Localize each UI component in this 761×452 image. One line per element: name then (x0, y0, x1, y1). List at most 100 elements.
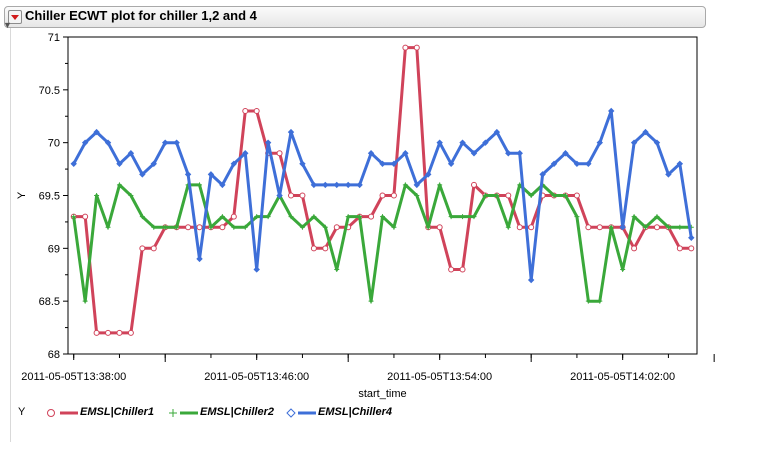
outline-guide-line (10, 28, 11, 442)
data-point (676, 160, 684, 168)
data-point (219, 224, 226, 231)
data-point (585, 224, 592, 231)
data-point (264, 139, 272, 146)
data-point (585, 160, 592, 168)
x-tick-label: 2011-05-05T14:02:00 (570, 371, 675, 383)
data-point (230, 160, 238, 168)
data-point (162, 139, 169, 146)
data-point (299, 160, 306, 168)
y-axis-label: Y (16, 191, 28, 199)
legend-label-chiller1: EMSL|Chiller1 (80, 406, 154, 418)
data-point (494, 193, 500, 198)
data-point (550, 160, 558, 168)
data-point (436, 224, 443, 231)
data-point (653, 139, 661, 146)
series-3 (70, 107, 695, 284)
data-point (459, 266, 466, 273)
data-point (665, 224, 671, 230)
data-point (127, 150, 135, 157)
data-point (573, 192, 580, 199)
data-point (643, 224, 649, 230)
data-point (139, 171, 146, 178)
data-point (562, 193, 568, 198)
data-point (459, 139, 466, 146)
data-point (539, 171, 546, 178)
data-point (402, 182, 408, 188)
collapse-chevron-icon[interactable]: ▼ (3, 20, 12, 30)
data-point (173, 139, 180, 146)
data-point (82, 213, 89, 220)
data-point (150, 245, 157, 252)
data-point (688, 245, 695, 252)
data-point (551, 193, 557, 198)
data-point (368, 213, 375, 220)
data-point (676, 245, 683, 252)
data-point (527, 276, 535, 284)
data-point (688, 234, 695, 241)
data-point (105, 224, 111, 230)
data-point (379, 192, 386, 199)
data-point (653, 224, 660, 231)
data-point (333, 224, 340, 231)
data-point (620, 266, 626, 272)
data-point (253, 266, 260, 273)
data-point (310, 245, 317, 252)
data-point (70, 160, 77, 168)
data-point (619, 223, 626, 231)
data-point (219, 181, 226, 189)
data-point (162, 224, 168, 230)
data-point (516, 224, 523, 231)
data-point (516, 150, 523, 157)
x-axis-label: start_time (358, 388, 406, 400)
data-point (254, 214, 260, 220)
data-point (127, 329, 134, 336)
data-point (93, 329, 100, 336)
legend-label-chiller2: EMSL|Chiller2 (200, 406, 274, 418)
data-point (437, 182, 443, 188)
data-point (493, 128, 501, 136)
triangle-down-icon (11, 15, 19, 20)
y-tick-label: 70 (48, 138, 60, 150)
data-point (562, 150, 569, 157)
data-point (357, 214, 363, 220)
data-point (71, 214, 77, 220)
data-point (608, 224, 614, 230)
data-point (448, 214, 454, 220)
data-point (402, 44, 409, 51)
data-point (151, 224, 157, 230)
data-point (288, 214, 294, 220)
disclosure-toggle-button[interactable] (8, 10, 22, 24)
data-point (116, 182, 122, 188)
data-point (436, 139, 443, 146)
data-point (196, 255, 203, 263)
data-point (299, 224, 305, 230)
data-point (311, 214, 317, 220)
data-point (413, 181, 421, 189)
data-point (631, 245, 638, 252)
data-point (287, 128, 295, 136)
data-point (470, 181, 477, 188)
data-point (265, 214, 271, 220)
data-point (447, 160, 455, 168)
data-point (276, 192, 283, 199)
x-tick-label: 2011-05-05T13:46:00 (204, 371, 309, 383)
data-point (82, 298, 88, 304)
data-point (242, 107, 249, 114)
data-point (608, 107, 615, 115)
data-point (288, 192, 295, 199)
data-point (356, 181, 363, 189)
data-point (230, 213, 237, 220)
data-point (425, 224, 431, 230)
data-point (470, 150, 478, 157)
data-point (413, 44, 420, 51)
data-point (322, 224, 328, 230)
data-point (390, 160, 398, 168)
data-point (505, 150, 512, 157)
data-point (528, 193, 534, 198)
data-point (573, 160, 581, 168)
data-point (574, 214, 580, 220)
data-point (596, 224, 603, 231)
panel-title: Chiller ECWT plot for chiller 1,2 and 4 (25, 8, 257, 23)
y-tick-label: 71 (48, 32, 60, 44)
